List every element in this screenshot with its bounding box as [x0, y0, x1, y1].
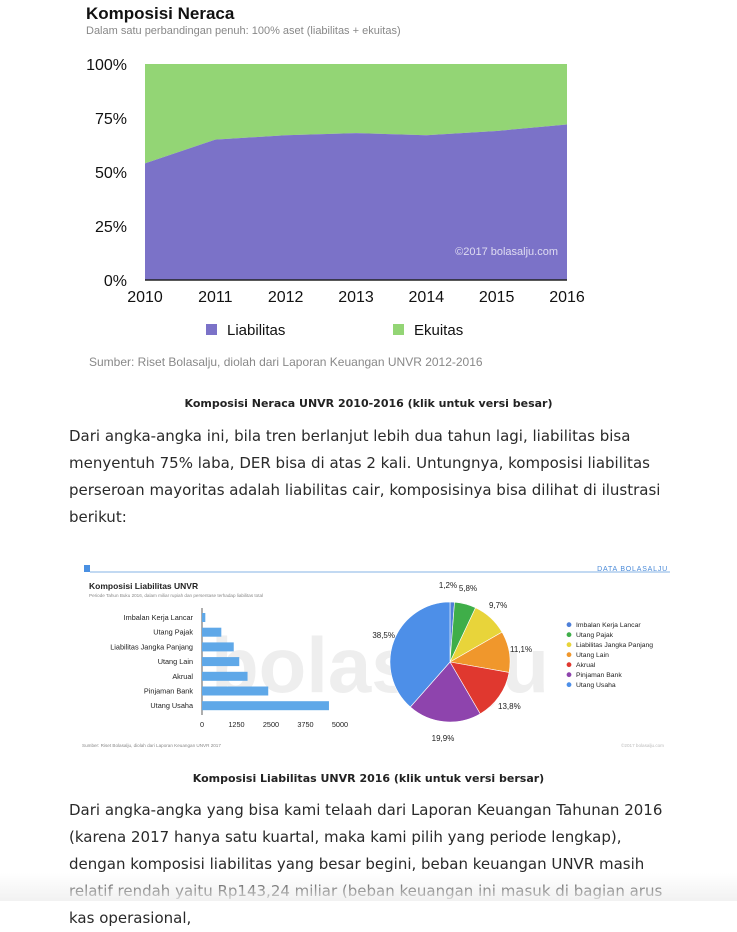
pie-legend-label: Utang Usaha [576, 682, 616, 689]
bar-6 [202, 701, 329, 711]
bar-category-label: Utang Usaha [150, 701, 194, 710]
pie-legend-label: Pinjaman Bank [576, 672, 622, 679]
x-tick-label: 2015 [479, 289, 515, 306]
legend-swatch-ekuitas [393, 324, 404, 335]
pie-legend-swatch [566, 622, 572, 628]
chart2-subtitle: Periode Tahun Buku 2016, dalam miliar ru… [89, 593, 263, 598]
pie-value-label: 5,8% [459, 584, 477, 593]
bar-x-tick-label: 5000 [332, 720, 348, 729]
bar-x-tick-label: 1250 [228, 720, 244, 729]
y-tick-label: 100% [86, 57, 127, 74]
chart1-subtitle: Dalam satu perbandingan penuh: 100% aset… [86, 25, 401, 37]
series-liabilitas-area [145, 124, 567, 280]
bar-category-label: Utang Lain [158, 657, 193, 666]
brand-marker [84, 565, 90, 572]
bar-5 [202, 686, 269, 696]
y-tick-label: 0% [104, 273, 127, 290]
paragraph-1-text: Dari angka-angka ini, bila tren berlanju… [69, 427, 661, 526]
bar-2 [202, 642, 234, 652]
bar-x-tick-label: 3750 [297, 720, 313, 729]
chart1-title: Komposisi Neraca [86, 4, 235, 23]
bar-x-tick-label: 0 [200, 720, 204, 729]
pie-slice-5 [409, 661, 481, 723]
y-tick-label: 75% [95, 111, 127, 128]
pie-value-label: 11,1% [510, 645, 532, 654]
pie-slice-4 [449, 661, 510, 715]
x-tick-label: 2013 [338, 289, 374, 306]
pie-legend-label: Imbalan Kerja Lancar [576, 622, 641, 629]
legend-label-liabilitas: Liabilitas [227, 322, 285, 339]
chart2-source: Sumber: Riset Bolasalju, diolah dari Lap… [82, 743, 221, 748]
paragraph-2-text: Dari angka-angka yang bisa kami telaah d… [69, 801, 663, 927]
pie-legend-swatch [566, 662, 572, 668]
pie-slice-6 [389, 601, 451, 708]
figure1-caption: Komposisi Neraca UNVR 2010-2016 (klik un… [184, 397, 553, 410]
bar-category-label: Pinjaman Bank [144, 687, 193, 696]
pie-legend-label: Liabilitas Jangka Panjang [576, 642, 653, 649]
bar-1 [202, 627, 222, 637]
bar-category-label: Akrual [172, 672, 193, 681]
bar-4 [202, 671, 248, 681]
pie-legend-label: Akrual [576, 662, 596, 669]
y-tick-label: 50% [95, 165, 127, 182]
bar-0 [202, 613, 206, 622]
liability-composition-figure[interactable]: DATA BOLASALJU bolasalju Komposisi Liabili… [80, 560, 680, 755]
pie-value-label: 9,7% [489, 601, 507, 610]
bar-category-label: Liabilitas Jangka Panjang [110, 642, 193, 651]
legend-swatch-liabilitas [206, 324, 217, 335]
bar-category-label: Utang Pajak [153, 628, 193, 637]
bar-3 [202, 657, 240, 667]
pie-value-label: 38,5% [372, 631, 395, 640]
chart2-title: Komposisi Liabilitas UNVR [89, 581, 198, 591]
pie-legend-label: Utang Lain [576, 652, 609, 659]
pie-legend-swatch [566, 652, 572, 658]
pie-value-label: 19,9% [432, 734, 455, 743]
figure2-caption: Komposisi Liabilitas UNVR 2016 (klik unt… [192, 772, 545, 785]
legend-label-ekuitas: Ekuitas [414, 322, 463, 339]
pie-legend-swatch [566, 632, 572, 638]
chart1-watermark: ©2017 bolasalju.com [455, 246, 558, 258]
paragraph-2: Dari angka-angka yang bisa kami telaah d… [69, 797, 669, 932]
pie-legend-swatch [566, 672, 572, 678]
x-tick-label: 2012 [268, 289, 304, 306]
series-ekuitas-area [145, 64, 567, 164]
pie-legend-label: Utang Pajak [576, 632, 614, 639]
y-tick-label: 25% [95, 219, 127, 236]
x-tick-label: 2010 [127, 289, 163, 306]
pie-legend-swatch [566, 682, 572, 688]
area-chart: Komposisi Neraca Dalam satu perbandingan … [86, 4, 585, 369]
pie-value-label: 13,8% [498, 702, 521, 711]
balance-composition-figure[interactable]: Komposisi Neraca Dalam satu perbandingan … [0, 0, 737, 390]
pie-legend-swatch [566, 642, 572, 648]
chart2-watermark: ©2017 bolasalju.com [621, 742, 664, 748]
bar-category-label: Imbalan Kerja Lancar [124, 613, 194, 622]
x-tick-label: 2011 [198, 289, 233, 306]
paragraph-1: Dari angka-angka ini, bila tren berlanju… [69, 423, 669, 531]
brand-label: DATA BOLASALJU [597, 566, 668, 573]
bar-x-tick-label: 2500 [263, 720, 279, 729]
x-tick-label: 2014 [409, 289, 445, 306]
x-tick-label: 2016 [549, 289, 585, 306]
chart1-source: Sumber: Riset Bolasalju, diolah dari Lap… [89, 355, 483, 369]
pie-value-label: 1,2% [439, 581, 457, 590]
